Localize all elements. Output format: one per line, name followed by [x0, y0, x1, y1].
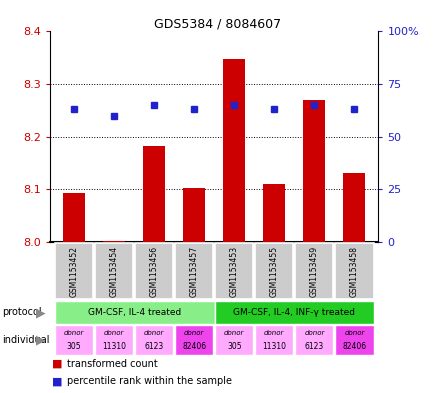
FancyBboxPatch shape: [175, 325, 213, 355]
Text: transformed count: transformed count: [67, 358, 158, 369]
Text: donor: donor: [184, 330, 204, 336]
Text: donor: donor: [303, 330, 324, 336]
Text: protocol: protocol: [2, 307, 42, 318]
FancyBboxPatch shape: [215, 325, 253, 355]
Text: donor: donor: [224, 330, 244, 336]
Text: donor: donor: [64, 330, 84, 336]
Text: 305: 305: [227, 342, 241, 351]
Text: GSM1153452: GSM1153452: [69, 246, 79, 297]
Text: donor: donor: [144, 330, 164, 336]
FancyBboxPatch shape: [95, 325, 133, 355]
Text: ■: ■: [52, 376, 62, 386]
FancyBboxPatch shape: [255, 243, 293, 299]
Text: GM-CSF, IL-4, INF-γ treated: GM-CSF, IL-4, INF-γ treated: [233, 308, 355, 317]
Text: 82406: 82406: [182, 342, 206, 351]
Text: 11310: 11310: [262, 342, 286, 351]
Text: GSM1153456: GSM1153456: [149, 246, 158, 297]
FancyBboxPatch shape: [335, 325, 373, 355]
Bar: [223, 59, 245, 242]
Text: 6123: 6123: [304, 342, 323, 351]
Text: donor: donor: [343, 330, 364, 336]
FancyBboxPatch shape: [175, 243, 213, 299]
Text: GSM1153455: GSM1153455: [269, 246, 278, 297]
FancyBboxPatch shape: [215, 243, 253, 299]
Text: 82406: 82406: [342, 342, 365, 351]
Text: GDS5384 / 8084607: GDS5384 / 8084607: [154, 18, 280, 31]
FancyBboxPatch shape: [135, 243, 173, 299]
Text: ■: ■: [52, 358, 62, 369]
FancyBboxPatch shape: [55, 301, 214, 324]
FancyBboxPatch shape: [55, 243, 93, 299]
FancyBboxPatch shape: [214, 301, 373, 324]
Text: GSM1153454: GSM1153454: [109, 246, 118, 297]
FancyBboxPatch shape: [255, 325, 293, 355]
Text: donor: donor: [104, 330, 124, 336]
FancyBboxPatch shape: [95, 243, 133, 299]
FancyBboxPatch shape: [295, 325, 333, 355]
Text: individual: individual: [2, 335, 49, 345]
FancyBboxPatch shape: [55, 325, 93, 355]
Text: ▶: ▶: [36, 333, 45, 347]
Text: 305: 305: [66, 342, 81, 351]
Bar: [143, 145, 165, 242]
Text: percentile rank within the sample: percentile rank within the sample: [67, 376, 232, 386]
Bar: [342, 173, 365, 242]
FancyBboxPatch shape: [295, 243, 333, 299]
Text: GSM1153453: GSM1153453: [229, 246, 238, 297]
FancyBboxPatch shape: [335, 243, 373, 299]
Text: ▶: ▶: [36, 306, 45, 319]
Text: GSM1153457: GSM1153457: [189, 246, 198, 297]
Bar: [103, 241, 125, 242]
Bar: [302, 100, 325, 242]
Text: GSM1153458: GSM1153458: [349, 246, 358, 297]
Bar: [183, 187, 205, 242]
FancyBboxPatch shape: [135, 325, 173, 355]
Text: GM-CSF, IL-4 treated: GM-CSF, IL-4 treated: [88, 308, 181, 317]
Bar: [263, 184, 285, 242]
Text: 6123: 6123: [144, 342, 164, 351]
Text: donor: donor: [263, 330, 284, 336]
Bar: [63, 193, 85, 242]
Text: GSM1153459: GSM1153459: [309, 246, 318, 297]
Text: 11310: 11310: [102, 342, 126, 351]
